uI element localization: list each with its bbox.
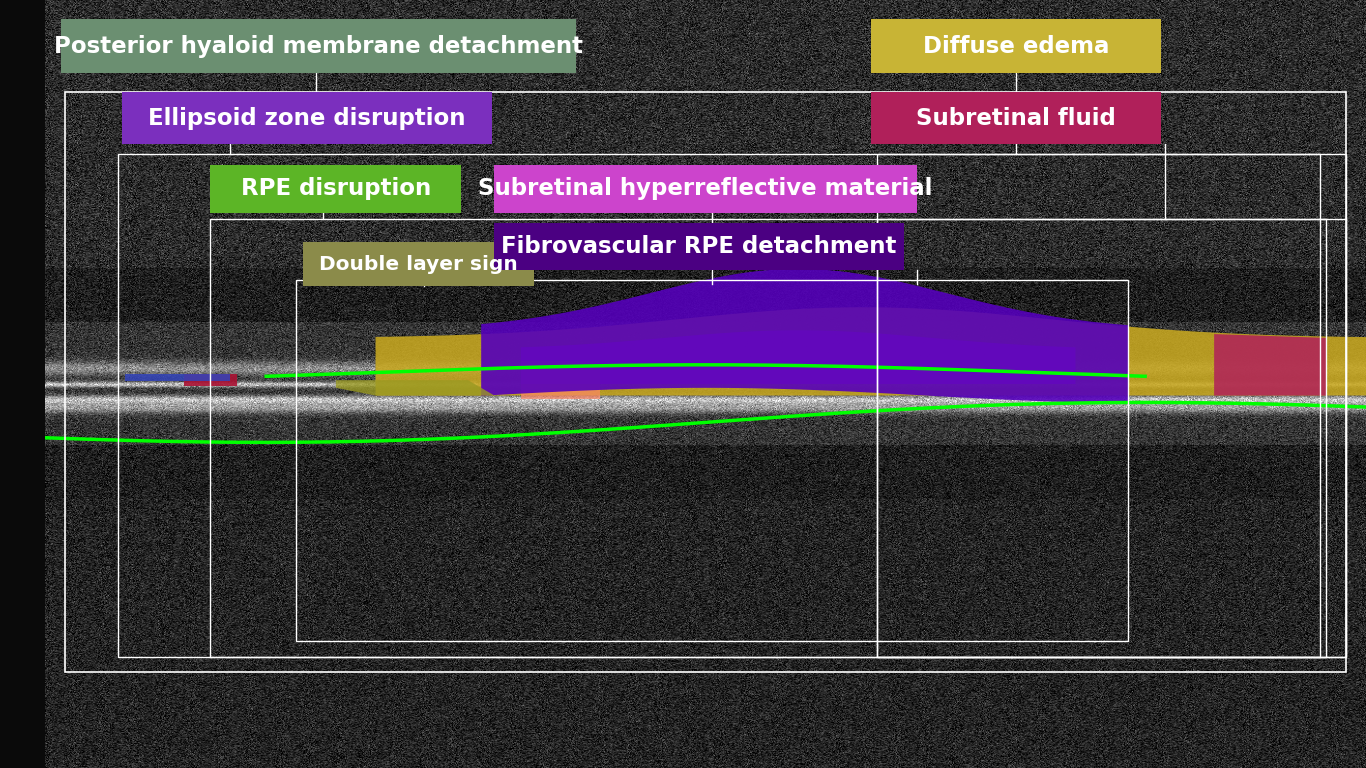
Bar [210,165,462,213]
Polygon shape [336,380,494,396]
Bar [210,219,1326,657]
Text: RPE disruption: RPE disruption [240,177,432,200]
Bar [870,92,1161,144]
Text: Fibrovascular RPE detachment: Fibrovascular RPE detachment [501,235,896,258]
Bar [494,165,917,213]
Bar [877,154,1346,657]
Text: Subretinal fluid: Subretinal fluid [917,107,1116,130]
Bar [117,154,1320,657]
Polygon shape [1214,334,1326,396]
Text: Diffuse edema: Diffuse edema [923,35,1109,58]
Polygon shape [124,374,231,381]
Bar [494,223,904,270]
Polygon shape [184,374,236,386]
Polygon shape [520,330,1075,384]
Bar [303,242,534,286]
Text: Posterior hyaloid membrane detachment: Posterior hyaloid membrane detachment [55,35,583,58]
Polygon shape [376,307,1366,396]
Text: Ellipsoid zone disruption: Ellipsoid zone disruption [148,107,466,130]
Polygon shape [481,269,1128,403]
Text: Double layer sign: Double layer sign [320,255,518,273]
Polygon shape [520,361,600,399]
Bar [61,19,576,73]
Bar [296,280,1128,641]
Text: Subretinal hyperreflective material: Subretinal hyperreflective material [478,177,933,200]
Bar [122,92,492,144]
Bar [877,219,1346,657]
Bar [66,92,1346,672]
Bar [870,19,1161,73]
